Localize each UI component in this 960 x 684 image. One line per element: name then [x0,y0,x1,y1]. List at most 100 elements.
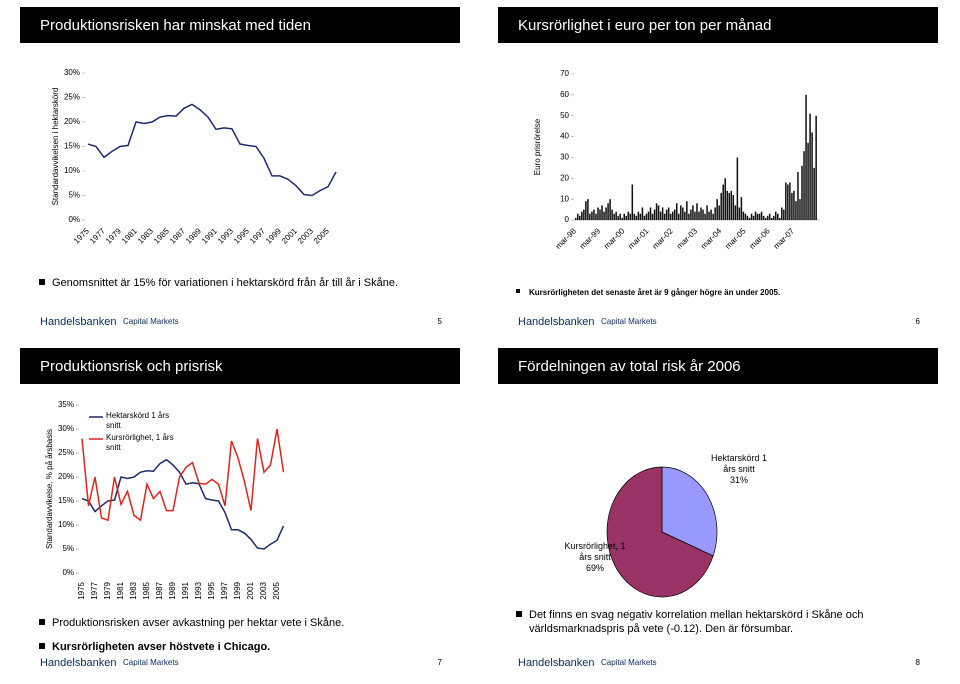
bar [611,209,613,220]
bar [619,213,621,220]
bar [746,215,749,220]
bar [811,132,813,220]
bar [764,217,767,220]
bar [663,213,666,220]
bar [768,213,771,220]
bar [752,215,755,220]
x-tick-label: 1979 [103,581,112,599]
bar [607,203,609,220]
bar [781,207,783,220]
y-tick-label: 5% [68,191,80,200]
bar [694,211,696,220]
bullet-marker [39,643,45,649]
bar [770,217,773,220]
slide-title: Fördelningen av total risk år 2006 [518,358,741,375]
y-tick-label: 70 [560,69,569,78]
bar [651,213,654,220]
bar [613,213,615,220]
bar [744,213,747,220]
x-tick-label: 1985 [152,226,171,245]
bar [809,113,811,220]
x-tick-label: 2005 [312,226,331,245]
y-tick-label: 25% [58,448,74,457]
pie-label: Hektarskörd 1 års snitt 31% [708,453,770,486]
x-tick-label: mar-02 [651,226,676,251]
bar [704,213,706,220]
y-tick-label: 10 [560,194,569,203]
bar [797,172,799,220]
bar [609,199,611,220]
bar [583,209,585,220]
bullet-text: Genomsnittet är 15% för variationen i he… [52,276,462,290]
bullet: Det finns en svag negativ korrelation me… [529,609,864,635]
pie-label: Kursrörlighet, 1 års snitt 69% [560,541,630,574]
x-tick-label: 1977 [90,581,99,599]
y-tick-label: 15% [58,496,74,505]
bar [742,211,745,220]
y-tick-label: 20 [560,173,569,182]
bar [801,165,803,220]
bar [783,209,785,220]
bar [750,213,753,220]
y-tick-label: 35% [58,400,74,409]
bar [756,213,759,220]
bar [645,213,648,220]
footer-unit: Capital Markets [601,658,657,667]
x-tick-label: 1975 [72,226,91,245]
bar [641,207,644,220]
bar [669,213,672,220]
bar [791,192,793,220]
x-tick-label: 1979 [104,226,123,245]
x-tick-label: mar-04 [699,226,724,251]
bar [789,182,791,220]
page-number: 6 [916,317,921,326]
bullet: Kursrörligheten det senaste året är 9 gå… [529,288,781,297]
x-tick-label: mar-00 [602,226,627,251]
x-tick-label: mar-07 [772,226,797,251]
legend-label: Kursrörlighet, 1 års snitt [106,433,174,452]
bullet: Genomsnittet är 15% för variationen i he… [52,277,399,289]
bar [728,192,731,220]
x-tick-label: 1975 [77,581,86,599]
bar [617,215,619,220]
bar [686,201,688,220]
bar [615,211,617,220]
bar [748,217,751,220]
slide-title: Produktionsrisken har minskat med tiden [40,17,311,34]
line-series [87,103,337,197]
bar [603,211,605,220]
bar [805,94,807,220]
bullet: Kursrörligheten avser höstvete i Chicago… [52,641,271,653]
bar [647,211,650,220]
bar [597,207,599,220]
y-tick-label: 10% [64,166,80,175]
title-bar [20,7,460,43]
y-axis-label: Standardavvikelsen i hektarskörd [51,88,60,206]
y-tick-label: 30% [58,424,74,433]
x-tick-label: 2005 [272,581,281,599]
bar [779,217,781,220]
y-tick-label: 0% [68,215,80,224]
bar [777,213,779,220]
bar [585,201,587,220]
bullet-marker [516,289,520,293]
bar [736,157,739,220]
bar [785,182,787,220]
y-tick-label: 30% [64,68,80,77]
pie-label-name: Hektarskörd 1 års snitt [710,453,768,474]
y-tick-label: 50 [560,111,569,120]
footer-unit: Capital Markets [601,317,657,326]
y-tick-label: 25% [64,93,80,102]
bar [766,215,769,220]
x-tick-label: mar-06 [748,226,773,251]
bar [643,215,646,220]
y-tick-label: 40 [560,132,569,141]
bar [688,213,690,220]
bar [676,203,678,220]
bar [637,211,640,220]
bar [730,190,733,220]
bullet-text: Det finns en svag negativ korrelation me… [529,608,889,636]
x-tick-label: 1983 [136,226,155,245]
pie-slice [606,466,714,598]
